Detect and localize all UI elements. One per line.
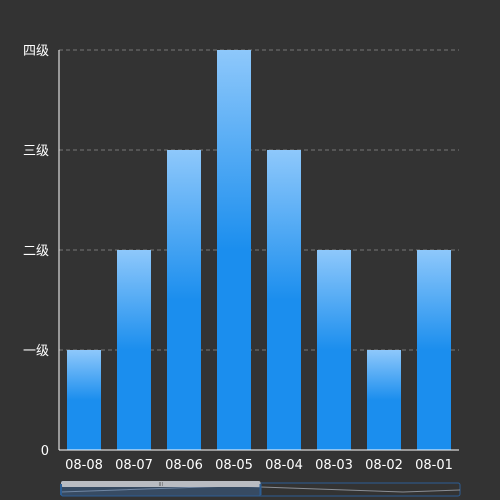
data-zoom-slider[interactable]: III <box>60 481 461 497</box>
x-tick-label: 08-04 <box>265 458 303 473</box>
y-tick-labels: 0 一级 二级 三级 四级 <box>23 44 49 459</box>
bar-08-01 <box>417 250 451 450</box>
y-tick-label: 0 <box>41 444 49 459</box>
x-tick-label: 08-05 <box>215 458 253 473</box>
x-tick-label: 08-02 <box>365 458 403 473</box>
bar-08-05 <box>217 50 251 450</box>
bar-08-02 <box>367 350 401 450</box>
bar-08-04 <box>267 150 301 450</box>
x-tick-label: 08-03 <box>315 458 353 473</box>
bars <box>67 50 451 450</box>
y-tick-label: 一级 <box>23 344 49 359</box>
x-tick-label: 08-06 <box>165 458 203 473</box>
y-tick-label: 二级 <box>23 244 49 259</box>
y-tick-label: 四级 <box>23 44 49 59</box>
x-tick-labels: 08-08 08-07 08-06 08-05 08-04 08-03 08-02 08-01 <box>65 458 453 473</box>
bar-08-06 <box>167 150 201 450</box>
x-tick-label: 08-08 <box>65 458 103 473</box>
slider-right-handle[interactable] <box>259 484 262 495</box>
bar-08-07 <box>117 250 151 450</box>
x-tick-label: 08-01 <box>415 458 453 473</box>
bar-08-08 <box>67 350 101 450</box>
slider-move-handle[interactable] <box>61 481 261 487</box>
slider-left-handle[interactable] <box>60 484 62 495</box>
y-tick-label: 三级 <box>23 144 49 159</box>
x-tick-label: 08-07 <box>115 458 153 473</box>
bar-08-03 <box>317 250 351 450</box>
axes <box>58 50 459 451</box>
slider-handle-grip: III <box>159 482 163 488</box>
